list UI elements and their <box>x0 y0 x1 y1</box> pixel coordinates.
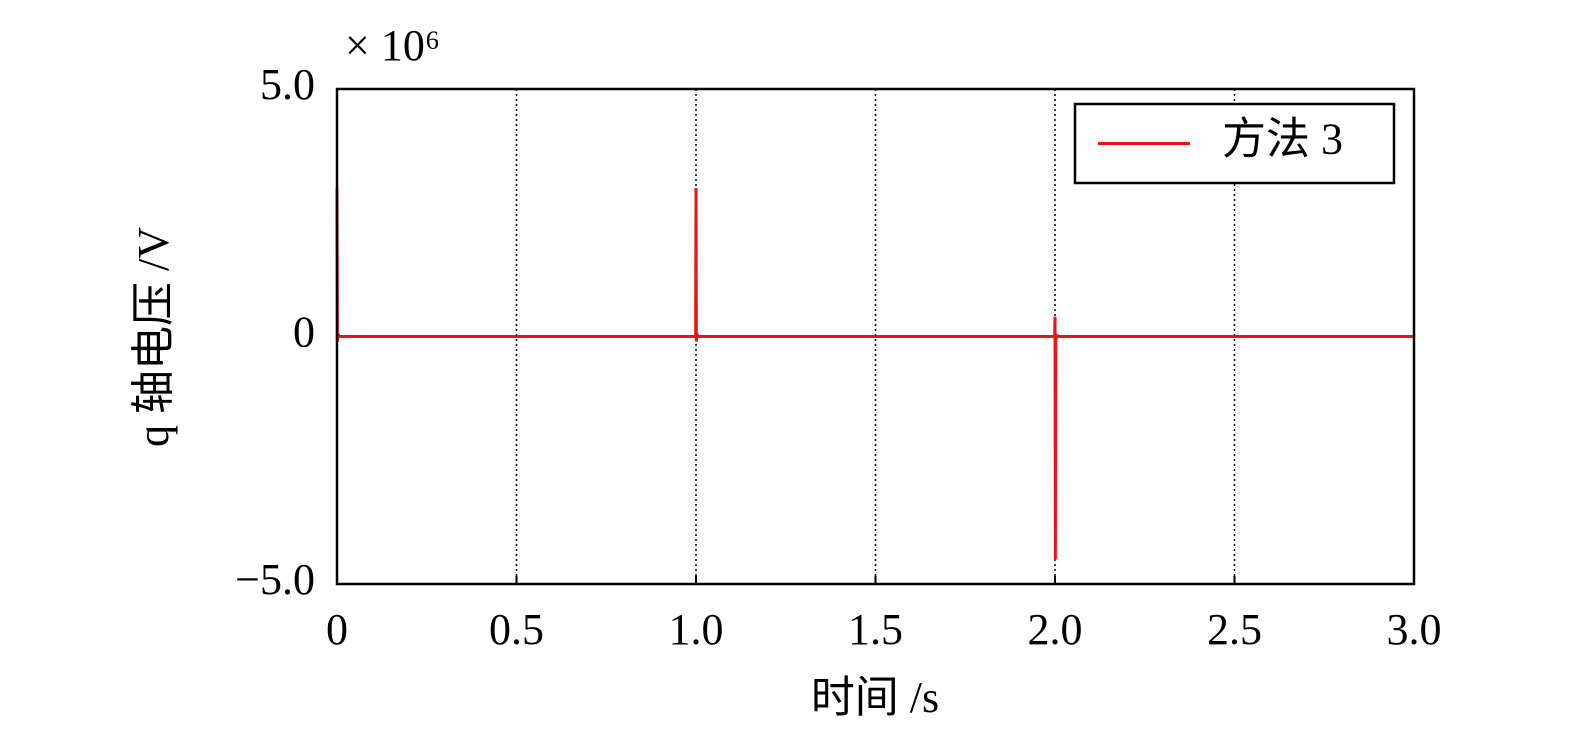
data-line <box>335 187 1414 560</box>
y-tick-label: 0 <box>293 308 315 357</box>
x-tick-label: 1.0 <box>669 605 724 654</box>
y-tick-label: 5.0 <box>260 60 315 109</box>
x-tick-label: 2.5 <box>1207 605 1262 654</box>
legend-label: 方法 3 <box>1222 115 1343 164</box>
x-tick-label: 0 <box>326 605 348 654</box>
y-multiplier: × 10⁶ <box>345 21 440 70</box>
x-tick-label: 1.5 <box>848 605 903 654</box>
x-tick-label: 0.5 <box>489 605 544 654</box>
x-axis-label: 时间 /s <box>811 673 939 722</box>
plot-frame <box>335 87 1416 586</box>
x-tick-label: 3.0 <box>1387 605 1442 654</box>
y-tick-label: −5.0 <box>235 555 315 604</box>
y-axis-label: q 轴电压 /V <box>129 227 178 447</box>
x-tick-label: 2.0 <box>1028 605 1083 654</box>
